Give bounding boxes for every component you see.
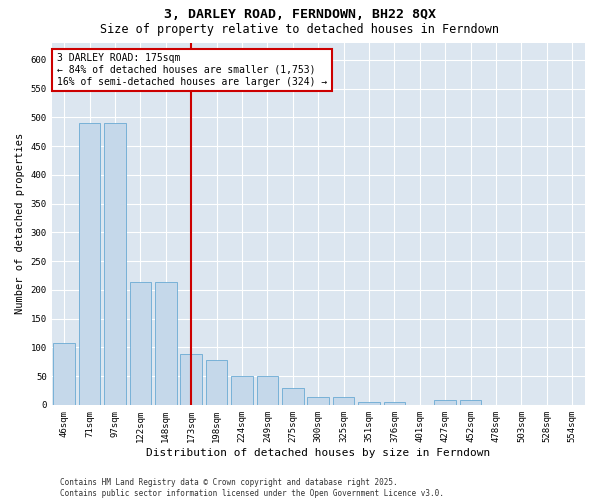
Bar	[358, 402, 380, 405]
Bar	[257, 376, 278, 405]
Bar	[282, 388, 304, 405]
Bar	[130, 282, 151, 405]
Bar	[333, 397, 355, 405]
Text: Size of property relative to detached houses in Ferndown: Size of property relative to detached ho…	[101, 22, 499, 36]
Bar	[104, 123, 126, 405]
Bar	[231, 376, 253, 405]
Text: 3 DARLEY ROAD: 175sqm
← 84% of detached houses are smaller (1,753)
16% of semi-d: 3 DARLEY ROAD: 175sqm ← 84% of detached …	[57, 54, 327, 86]
Bar	[79, 123, 100, 405]
Bar	[155, 282, 176, 405]
Text: Contains HM Land Registry data © Crown copyright and database right 2025.
Contai: Contains HM Land Registry data © Crown c…	[60, 478, 444, 498]
Bar	[434, 400, 456, 405]
Bar	[181, 354, 202, 405]
X-axis label: Distribution of detached houses by size in Ferndown: Distribution of detached houses by size …	[146, 448, 490, 458]
Bar	[460, 400, 481, 405]
Bar	[307, 397, 329, 405]
Y-axis label: Number of detached properties: Number of detached properties	[15, 133, 25, 314]
Bar	[383, 402, 405, 405]
Text: 3, DARLEY ROAD, FERNDOWN, BH22 8QX: 3, DARLEY ROAD, FERNDOWN, BH22 8QX	[164, 8, 436, 20]
Bar	[206, 360, 227, 405]
Bar	[53, 342, 75, 405]
